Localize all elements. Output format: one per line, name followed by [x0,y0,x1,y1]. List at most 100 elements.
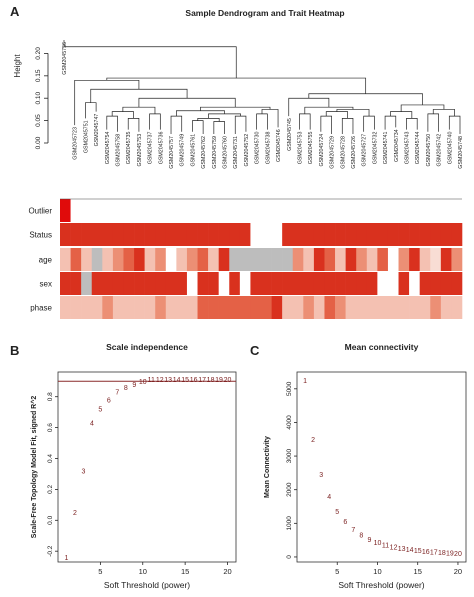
scale-y-tick-label-3: 0.4 [47,454,54,463]
heatmap-cell-3-22 [292,272,304,295]
heatmap-cell-4-15 [218,296,230,319]
heatmap-cell-2-4 [102,248,114,271]
heatmap-cell-4-21 [282,296,294,319]
connectivity-point-8: 8 [359,533,363,540]
heatmap-cell-3-2 [81,272,93,295]
scale-y-tick-label-0: -0.2 [47,545,54,557]
connectivity-y-tick-label-2: 2000 [286,482,293,497]
scale-x-tick-label-3: 20 [223,567,231,576]
heatmap-cell-4-1 [70,296,82,319]
heatmap-cell-0-35 [430,199,442,222]
scale-point-7: 7 [115,390,119,397]
connectivity-point-11: 11 [382,542,389,549]
heatmap-cell-3-9 [155,272,167,295]
scale-point-9: 9 [132,382,136,389]
heatmap-cell-3-12 [186,272,198,295]
dendrogram-title: Sample Dendrogram and Trait Heatmap [185,8,344,18]
dendrogram-branch-2 [213,121,225,135]
sample-label-31: GSM2045734 [394,129,400,162]
scale-plot-frame [57,371,237,563]
heatmap-cell-4-37 [451,296,463,319]
heatmap-cell-0-19 [261,199,272,222]
sample-label-8: GSM2045737 [148,132,154,165]
sample-label-4: GSM2045754 [105,132,111,165]
dendrogram-branch-4 [234,115,247,135]
heatmap-cell-3-30 [377,272,389,295]
trait-label-Outlier: Outlier [28,207,52,216]
sample-label-3: GSM2045747 [94,114,100,147]
heatmap-cell-0-10 [165,199,177,222]
sample-label-2: GSM2045751 [83,120,89,153]
height-tick-label-2: 0.10 [35,92,42,105]
connectivity-point-17: 17 [430,550,438,557]
heatmap-cell-3-4 [102,272,114,295]
trait-label-phase: phase [30,304,52,313]
sample-label-34: GSM2045750 [426,134,432,167]
heatmap-cell-0-8 [144,199,156,222]
dendrogram-branch-35 [106,77,367,94]
connectivity-point-6: 6 [343,519,347,526]
heatmap-cell-1-28 [356,223,368,246]
heatmap-cell-4-18 [250,296,262,319]
heatmap-cell-0-28 [356,199,368,222]
panel-label-a: A [10,4,20,19]
heatmap-cell-4-27 [345,296,357,319]
heatmap-cell-3-27 [345,272,357,295]
connectivity-point-16: 16 [422,549,430,556]
height-axis-label: Height [13,54,22,78]
heatmap-cell-3-15 [218,272,230,295]
heatmap-cell-1-26 [335,223,346,246]
heatmap-cell-4-30 [377,296,389,319]
heatmap-cell-1-11 [176,223,188,246]
connectivity-y-tick-label-3: 3000 [286,448,293,463]
dendrogram-branch-27 [384,115,397,130]
heatmap-cell-4-6 [123,296,135,319]
heatmap-cell-4-17 [239,296,251,319]
scale-point-3: 3 [81,468,85,475]
heatmap-cell-0-37 [451,199,463,222]
heatmap-cell-0-12 [186,199,198,222]
heatmap-cell-2-2 [81,248,93,271]
sample-label-6: GSM2045735 [126,132,132,165]
scale-y-tick-label-4: 0.6 [47,423,54,432]
connectivity-point-12: 12 [390,544,398,551]
heatmap-cell-0-1 [70,199,82,222]
heatmap-cell-2-30 [377,248,389,271]
sample-label-12: GSM2045761 [190,134,196,167]
heatmap-cell-3-7 [134,272,145,295]
heatmap-cell-3-6 [123,272,135,295]
heatmap-cell-3-28 [356,272,368,295]
heatmap-cell-2-12 [186,248,198,271]
scale-x-tick-label-1: 10 [139,567,147,576]
connectivity-x-axis-label: Soft Threshold (power) [338,580,424,590]
heatmap-cell-2-37 [451,248,463,271]
height-tick-label-4: 0.20 [35,47,42,60]
heatmap-cell-2-7 [134,248,145,271]
scale-point-18: 18 [207,377,215,384]
heatmap-cell-1-5 [112,223,124,246]
heatmap-cell-2-28 [356,248,368,271]
heatmap-cell-0-9 [155,199,167,222]
connectivity-plot-frame [296,371,467,563]
heatmap-cell-4-7 [134,296,145,319]
sample-label-14: GSM2045759 [212,136,218,169]
dendrogram-branch-16 [85,102,97,119]
heatmap-cell-0-14 [208,199,219,222]
heatmap-cell-0-33 [409,199,420,222]
heatmap-cell-1-6 [123,223,135,246]
heatmap-cell-3-24 [313,272,325,295]
sample-label-7: GSM2045753 [137,134,143,167]
heatmap-cell-4-26 [335,296,346,319]
heatmap-cell-1-25 [324,223,336,246]
connectivity-point-9: 9 [367,537,371,544]
heatmap-cell-4-13 [197,296,209,319]
height-tick-label-0: 0.00 [35,136,42,149]
heatmap-cell-2-29 [366,248,378,271]
scale-x-tick-label-0: 5 [98,567,102,576]
heatmap-cell-1-29 [366,223,378,246]
heatmap-cell-1-13 [197,223,209,246]
trait-label-age: age [39,256,53,265]
heatmap-cell-4-8 [144,296,156,319]
heatmap-cell-4-10 [165,296,177,319]
